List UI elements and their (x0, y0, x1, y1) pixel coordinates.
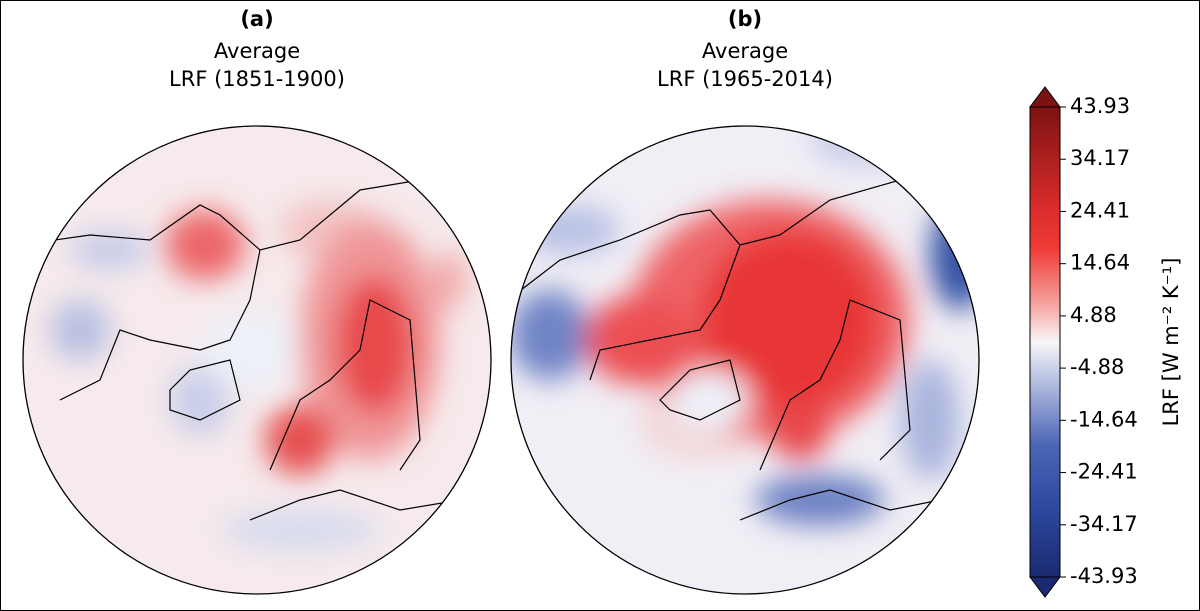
colorbar-tick-label: -14.64 (1070, 407, 1138, 431)
panel-title: Average (214, 39, 300, 63)
colorbar-body (1029, 106, 1061, 578)
map-outline (22, 125, 492, 595)
colorbar-tick-label: 34.17 (1070, 146, 1130, 170)
colorbar-tick-label: 14.64 (1070, 251, 1130, 275)
panel-label: (b) (728, 7, 762, 31)
colorbar-tick-label: -34.17 (1070, 512, 1138, 536)
colorbar-label: LRF [W m⁻² K⁻¹] (1159, 258, 1183, 427)
colorbar-tick-label: 24.41 (1070, 198, 1130, 222)
panel-title: Average (702, 39, 788, 63)
colorbar-tick-label: -24.41 (1070, 460, 1138, 484)
map-b (511, 126, 979, 594)
colorbar-tick-label: -43.93 (1070, 564, 1138, 588)
map-a (23, 126, 491, 594)
panel-title: LRF (1965-2014) (657, 67, 833, 91)
colorbar (1029, 86, 1061, 598)
panel-label: (a) (240, 7, 273, 31)
map-outline (510, 125, 980, 595)
colorbar-tick-label: -4.88 (1070, 355, 1124, 379)
panel-title: LRF (1851-1900) (169, 67, 345, 91)
colorbar-tick-label: 4.88 (1070, 303, 1117, 327)
colorbar-tick-label: 43.93 (1070, 94, 1130, 118)
